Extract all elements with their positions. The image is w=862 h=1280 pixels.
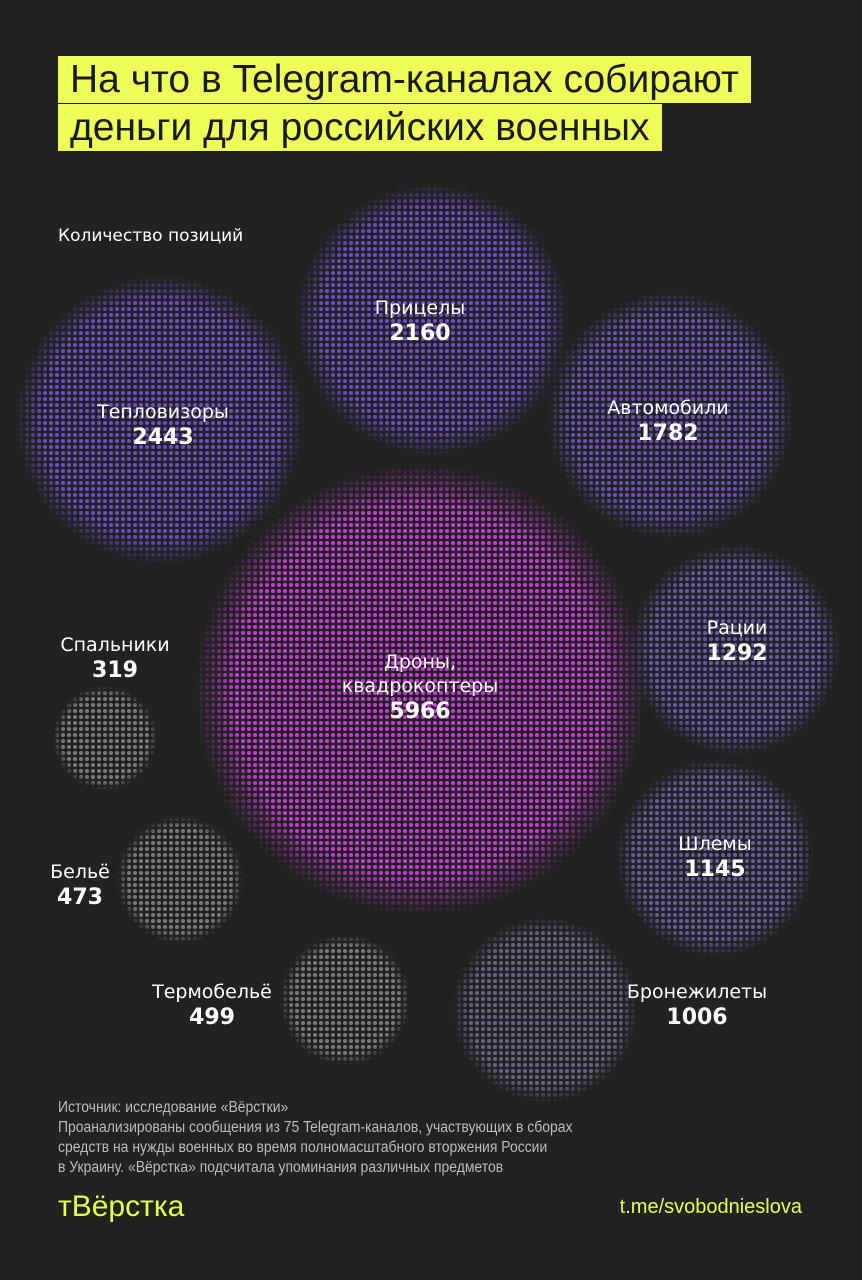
bubble-label-text: Бельё [50, 861, 110, 883]
bubble-value: 499 [189, 1005, 235, 1030]
bubble-label-text: Прицелы [374, 297, 466, 319]
bubble-label: Автомобили 1782 [607, 396, 728, 448]
channel-link[interactable]: t.me/svobodnieslova [619, 1196, 802, 1218]
bubble-4 [629, 544, 841, 756]
bubble-label: Бронежилеты 1006 [627, 980, 767, 1032]
title: На что в Telegram-каналах собирают деньг… [58, 56, 798, 152]
bubble-label: Тепловизоры 2443 [97, 400, 229, 452]
bubble-label-text: Тепловизоры [97, 401, 229, 423]
bubble-value: 2160 [389, 321, 451, 346]
bubble-1 [15, 275, 305, 565]
bubble-label-text: Шлемы [678, 833, 752, 855]
bubble-8 [116, 816, 244, 944]
bubble-label: Шлемы 1145 [678, 832, 752, 884]
bubble-value: 1145 [684, 857, 746, 882]
bubble-7 [279, 934, 411, 1066]
bubble-label-text: Спальники [60, 634, 170, 656]
source-line: Проанализированы сообщения из 75 Telegra… [58, 1119, 573, 1136]
bubble-label: Дроны, квадрокоптеры 5966 [342, 650, 498, 726]
bubble-label-text: Рации [706, 617, 768, 639]
bubble-value: 1006 [666, 1005, 728, 1030]
bubble-3 [546, 291, 794, 539]
bubble-label-text: Термобельё [152, 981, 272, 1003]
bubble-5 [616, 759, 814, 957]
bubble-value: 1782 [637, 421, 699, 446]
bubble-0 [194, 464, 646, 916]
bubble-label: Прицелы 2160 [375, 296, 465, 348]
bubble-value: 5966 [389, 699, 451, 724]
bubble-label-text: Бронежилеты [626, 981, 768, 1003]
bubble-value: 1292 [706, 641, 768, 666]
bubble-label: Термобельё 499 [152, 980, 272, 1032]
source-note: Источник: исследование «Вёрстки» Проанал… [58, 1098, 573, 1178]
bubble-label: Бельё 473 [50, 860, 110, 912]
bubble-value: 2443 [132, 425, 194, 450]
verstka-logo: тВёрстка [58, 1190, 185, 1223]
source-line: Источник: исследование «Вёрстки» [58, 1099, 289, 1116]
source-line: в Украину. «Вёрстка» подсчитала упоминан… [58, 1159, 504, 1176]
bubble-9 [52, 685, 158, 791]
bubble-label-text: Автомобили [607, 397, 729, 419]
bubble-value: 319 [92, 658, 138, 683]
source-line: средств на нужды военных во время полном… [58, 1139, 548, 1156]
bubble-label: Спальники 319 [60, 633, 169, 685]
bubble-label-text: Дроны, квадрокоптеры [341, 651, 499, 697]
bubble-6 [452, 917, 638, 1103]
subtitle: Количество позиций [58, 226, 244, 246]
bubble-2 [296, 184, 568, 456]
bubble-label: Рации 1292 [706, 616, 767, 668]
bubble-value: 473 [57, 885, 103, 910]
